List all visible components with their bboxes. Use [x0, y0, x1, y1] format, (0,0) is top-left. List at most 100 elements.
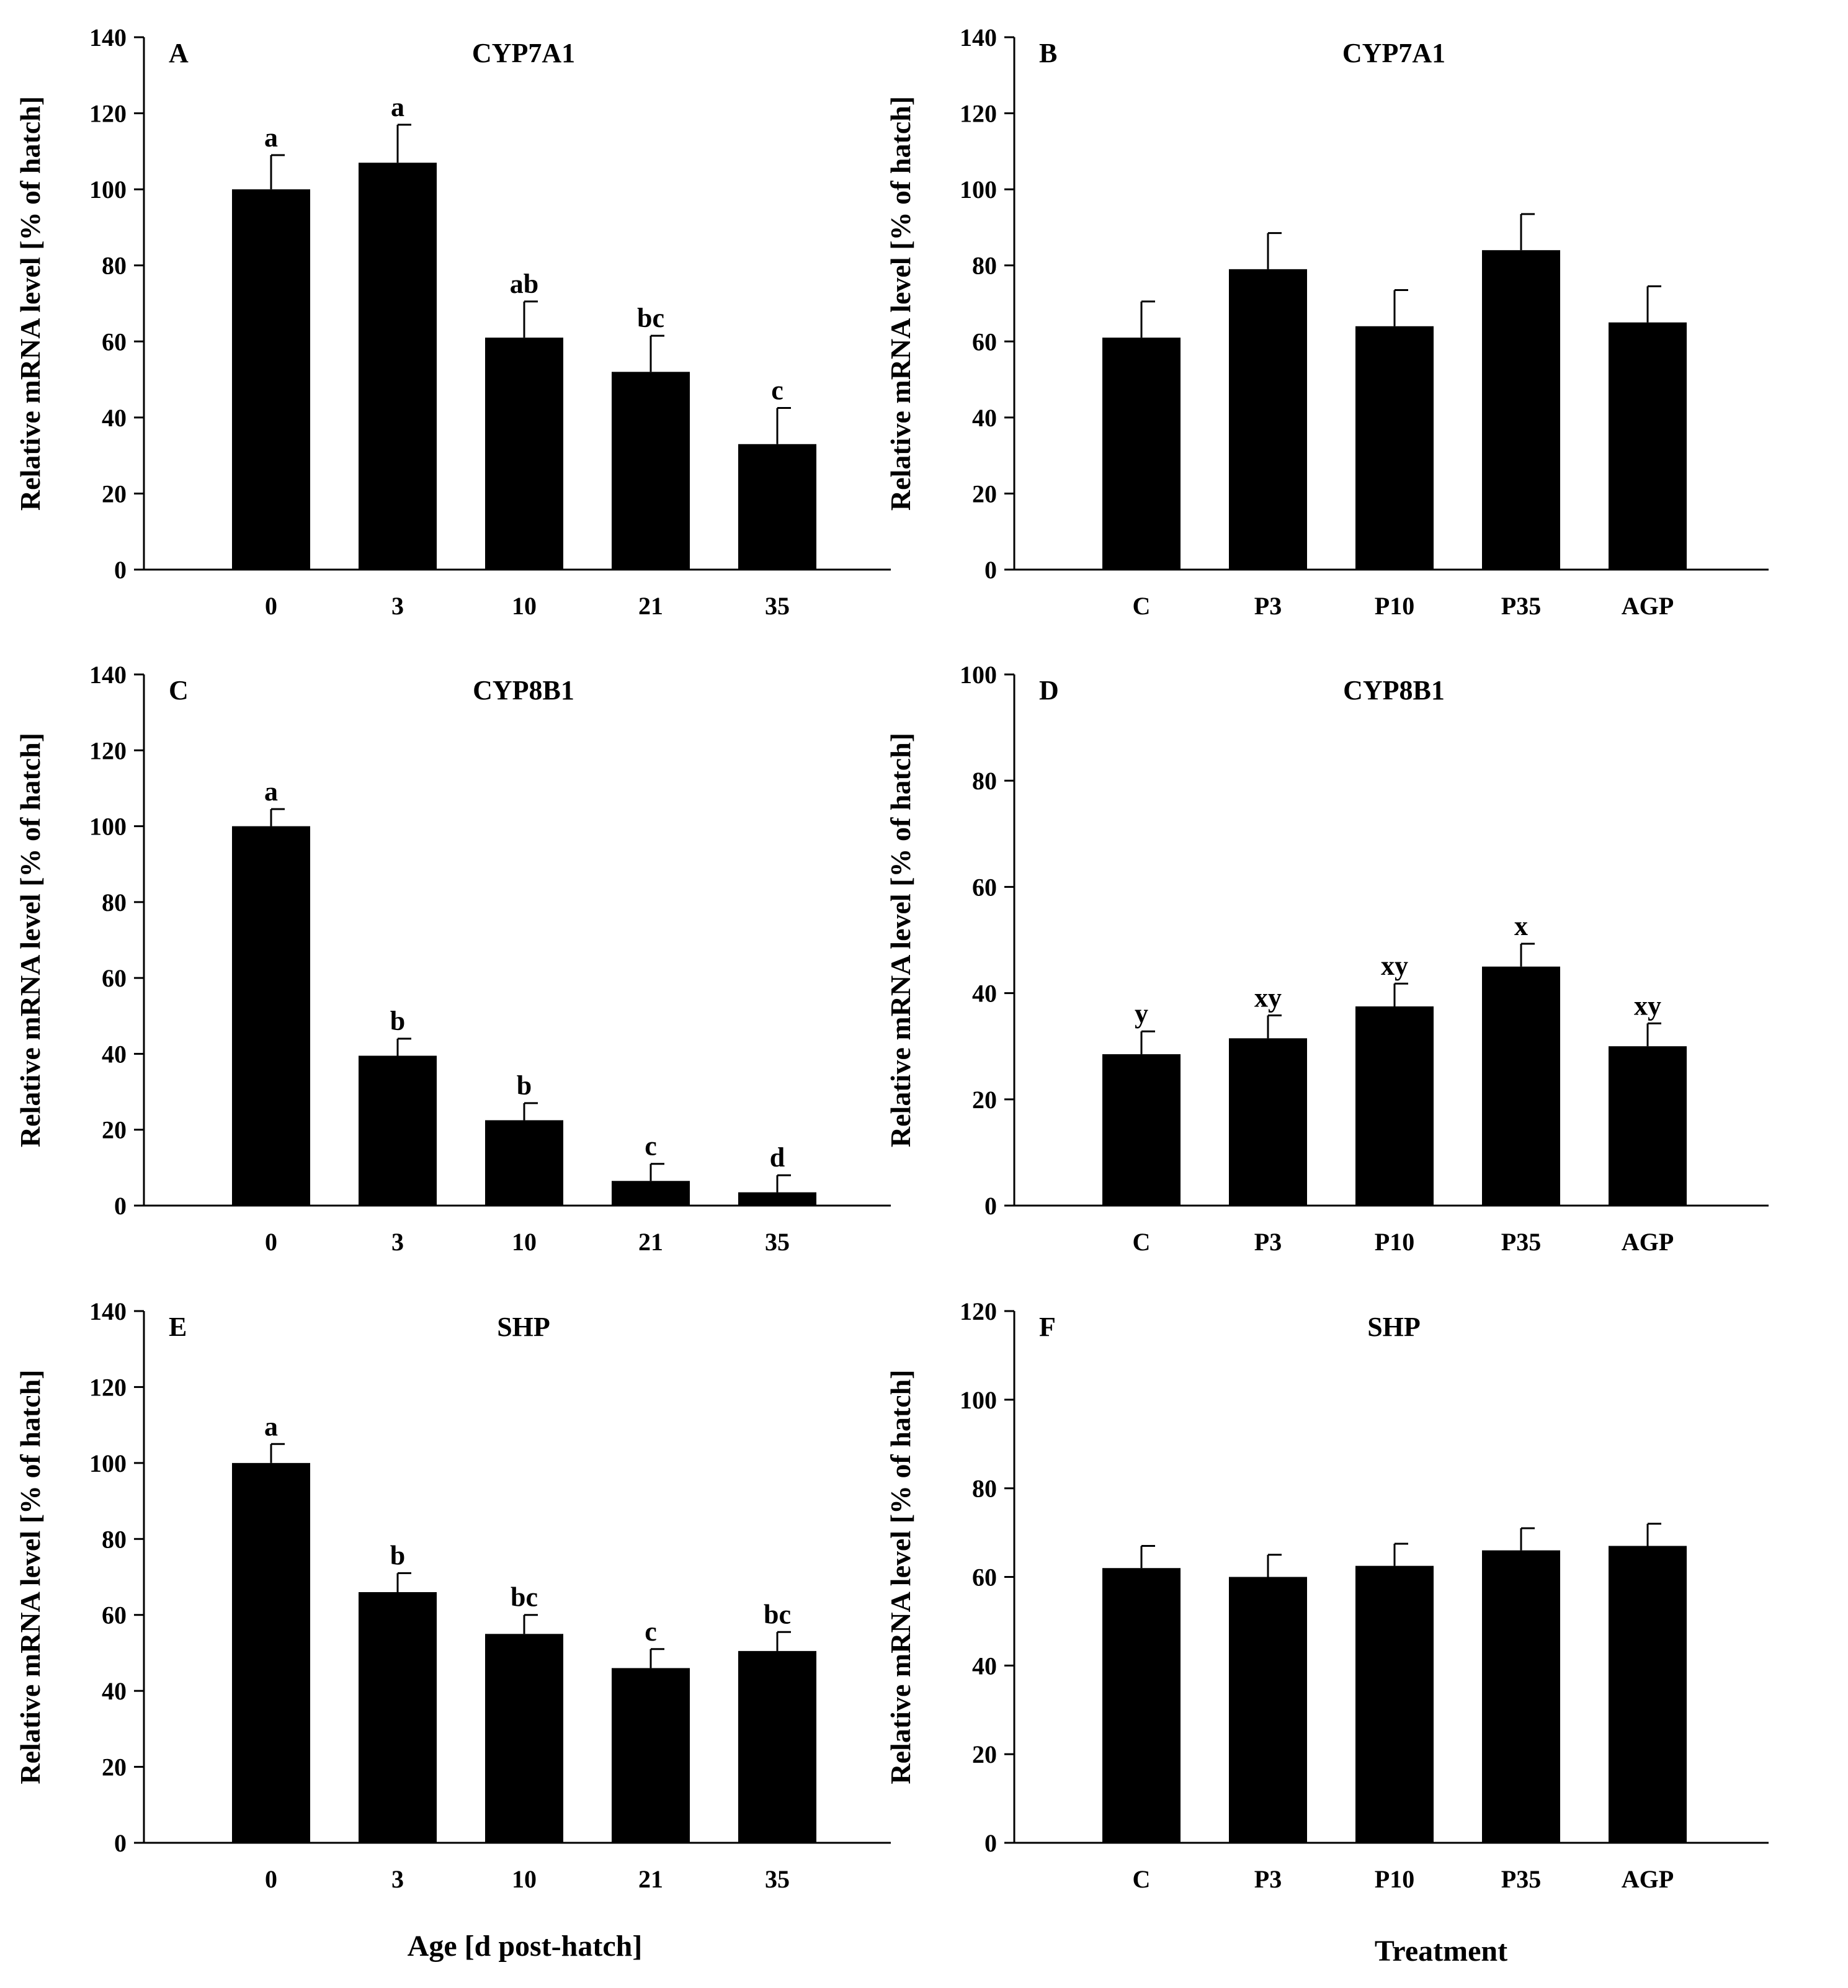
panel-c-bar: [485, 1120, 563, 1206]
panel-c-bar: [359, 1055, 437, 1206]
panel-e-bar: [485, 1634, 563, 1843]
panel-e-y-tick-label: 100: [89, 1449, 127, 1477]
panel-f: 0 20 40 60 80 100 120 Relative mRNA level [% of…: [885, 1297, 1769, 1893]
panel-b-ylabel: Relative mRNA level [% of hatch]: [885, 96, 916, 511]
panel-b-bar: [1355, 326, 1434, 570]
panel-d-x-tick-label: P35: [1501, 1228, 1541, 1256]
panel-e-y-tick-label: 80: [102, 1525, 127, 1553]
panel-a-bar: [359, 163, 437, 570]
panel-c-y-tick-label: 120: [89, 737, 127, 764]
panel-f-x-tick-label: P35: [1501, 1865, 1541, 1893]
panel-d-title: CYP8B1: [1343, 675, 1445, 705]
panel-f-x-tick-label: P3: [1254, 1865, 1282, 1893]
panel-e-x-tick-label: 10: [512, 1865, 537, 1893]
panel-d-y-tick-label: 60: [972, 873, 997, 901]
panel-e-y-tick-label: 40: [102, 1677, 127, 1705]
panel-e-significance-letter: c: [645, 1616, 657, 1647]
panel-c-ylabel: Relative mRNA level [% of hatch]: [14, 733, 46, 1147]
panel-d-x-tick-label: P10: [1375, 1228, 1414, 1256]
panel-f-bar: [1355, 1565, 1434, 1843]
panel-c-bar: [738, 1192, 816, 1206]
panel-e-x-tick-label: 35: [765, 1865, 790, 1893]
panel-c-y-tick-label: 0: [114, 1192, 127, 1220]
panel-b-x-tick-label: P10: [1375, 592, 1414, 620]
panel-d-x-tick-label: AGP: [1622, 1228, 1674, 1256]
panel-e-x-tick-label: 3: [391, 1865, 404, 1893]
panel-b-x-tick-label: P3: [1254, 592, 1282, 620]
panel-a-x-tick-label: 10: [512, 592, 537, 620]
panel-e-x-tick-label: 0: [265, 1865, 277, 1893]
panel-e-bar: [738, 1650, 816, 1843]
panel-e-letter: E: [169, 1312, 187, 1342]
panel-a-bar: [612, 372, 690, 570]
panel-a-y-tick-label: 80: [102, 252, 127, 280]
panel-a-x-tick-label: 3: [391, 592, 404, 620]
panel-d-bar: [1102, 1054, 1181, 1206]
panel-d-y-tick-label: 100: [960, 661, 997, 689]
panel-f-y-tick-label: 120: [960, 1297, 997, 1325]
panel-d-x-tick-label: C: [1133, 1228, 1151, 1256]
panel-e-ylabel: Relative mRNA level [% of hatch]: [14, 1369, 46, 1784]
panel-f-y-tick-label: 20: [972, 1740, 997, 1768]
panel-d-y-tick-label: 40: [972, 980, 997, 1008]
panel-a-bar: [738, 444, 816, 570]
panel-d: 0 20 40 60 80 100 Relative mRNA level [% of ha…: [885, 661, 1769, 1256]
panel-f-bar: [1229, 1577, 1307, 1843]
panel-e-x-tick-label: 21: [638, 1865, 663, 1893]
panel-e-bar: [612, 1668, 690, 1843]
panel-c-x-tick-label: 3: [391, 1228, 404, 1256]
panel-e-y-tick-label: 0: [114, 1829, 127, 1857]
panel-d-ylabel: Relative mRNA level [% of hatch]: [885, 733, 916, 1147]
panel-f-bar: [1102, 1568, 1181, 1843]
panel-f-ylabel: Relative mRNA level [% of hatch]: [885, 1369, 916, 1784]
panel-d-y-tick-label: 80: [972, 767, 997, 795]
panel-c-y-tick-label: 80: [102, 889, 127, 916]
panel-c-x-tick-label: 10: [512, 1228, 537, 1256]
panel-b-bar: [1229, 269, 1307, 570]
panel-c-y-tick-label: 60: [102, 964, 127, 992]
panel-f-y-tick-label: 60: [972, 1564, 997, 1592]
panel-c-bar: [232, 826, 310, 1206]
panel-b-letter: B: [1039, 38, 1057, 68]
panel-b-x-tick-label: C: [1133, 592, 1151, 620]
panel-a-y-tick-label: 40: [102, 404, 127, 432]
panel-a-significance-letter: ab: [510, 269, 538, 299]
panel-c-y-tick-label: 40: [102, 1040, 127, 1068]
panel-e-y-tick-label: 20: [102, 1753, 127, 1781]
panel-e-bar: [232, 1462, 310, 1843]
panel-b-y-tick-label: 80: [972, 252, 997, 280]
panel-c-y-tick-label: 20: [102, 1116, 127, 1144]
panel-e-significance-letter: bc: [511, 1582, 538, 1613]
panel-f-bar: [1609, 1546, 1687, 1843]
panel-a-significance-letter: a: [264, 122, 278, 153]
panel-d-bar: [1609, 1046, 1687, 1206]
panel-f-y-tick-label: 80: [972, 1475, 997, 1503]
panel-a-significance-letter: bc: [637, 303, 664, 333]
panel-c-y-tick-label: 140: [89, 661, 127, 689]
panel-c-x-tick-label: 35: [765, 1228, 790, 1256]
panel-d-bar: [1229, 1038, 1307, 1206]
panel-a-y-tick-label: 100: [89, 176, 127, 204]
panel-d-y-tick-label: 0: [984, 1192, 997, 1220]
panel-b-y-tick-label: 0: [984, 556, 997, 584]
panel-d-significance-letter: xy: [1254, 983, 1282, 1013]
panel-a-y-tick-label: 140: [89, 24, 127, 51]
panel-a-y-tick-label: 120: [89, 100, 127, 128]
panel-d-letter: D: [1039, 675, 1059, 705]
panel-a-x-tick-label: 35: [765, 592, 790, 620]
panel-d-significance-letter: xy: [1381, 951, 1408, 981]
panel-a-x-tick-label: 21: [638, 592, 663, 620]
panel-e-y-tick-label: 140: [89, 1297, 127, 1325]
panel-b-y-tick-label: 120: [960, 100, 997, 128]
panel-a-significance-letter: c: [771, 375, 783, 406]
panel-b-x-tick-label: P35: [1501, 592, 1541, 620]
panel-d-y-tick-label: 20: [972, 1086, 997, 1114]
panel-a-y-tick-label: 60: [102, 328, 127, 356]
panel-b-bar: [1609, 322, 1687, 570]
panel-b-y-tick-label: 60: [972, 328, 997, 356]
panel-c-significance-letter: c: [645, 1131, 657, 1162]
panel-e-title: SHP: [497, 1312, 550, 1342]
